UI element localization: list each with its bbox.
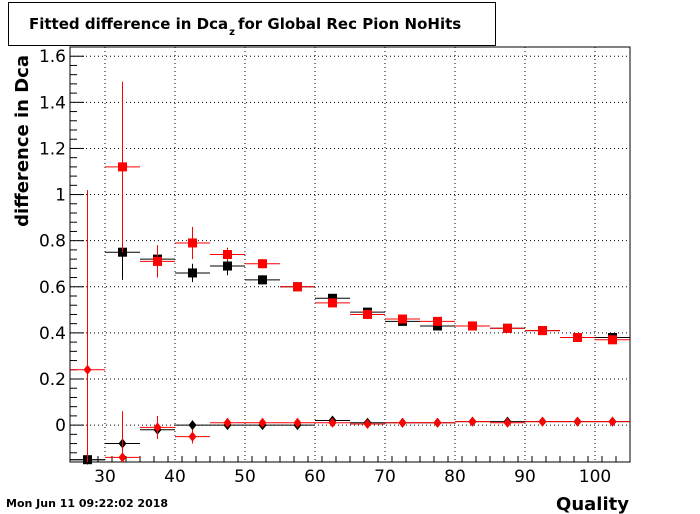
square-marker (293, 282, 302, 292)
square-marker (223, 250, 232, 259)
y-tick-label: 0.6 (39, 278, 66, 298)
diamond-marker (118, 452, 127, 463)
square-marker (363, 309, 372, 319)
square-marker (538, 326, 547, 336)
square-marker (188, 238, 197, 248)
x-tick-label: 50 (234, 467, 256, 487)
diamond-marker (573, 416, 582, 427)
square-marker (118, 162, 127, 172)
chart-title-box: Fitted difference in Dcaz for Global Rec … (8, 2, 496, 46)
square-marker (258, 259, 267, 269)
chart-title: Fitted difference in Dcaz for Global Rec … (29, 15, 462, 38)
y-tick-label: 1 (55, 186, 66, 206)
x-tick-label: 70 (374, 467, 396, 487)
diamond-marker (83, 364, 92, 375)
square-marker (188, 268, 197, 278)
x-tick-label: 80 (444, 467, 466, 487)
series-4 (70, 189, 630, 463)
y-tick-label: 1.2 (39, 139, 66, 159)
grid-layer (70, 47, 630, 462)
chart-title-subscript: z (229, 27, 235, 38)
diamond-marker (293, 417, 302, 428)
chart-title-main: Fitted difference in Dca (29, 15, 229, 33)
y-tick-label: 0 (55, 416, 66, 436)
square-marker (398, 314, 407, 324)
diamond-marker (363, 418, 372, 429)
square-marker (468, 321, 477, 331)
x-tick-label: 60 (304, 467, 326, 487)
square-marker (258, 275, 267, 285)
diamond-marker (188, 420, 197, 431)
square-marker (118, 247, 127, 257)
y-tick-label: 1.6 (39, 47, 66, 67)
x-tick-label: 40 (164, 467, 186, 487)
square-marker (223, 261, 232, 271)
x-tick-label: 90 (514, 467, 536, 487)
square-marker (153, 256, 162, 266)
diamond-marker (188, 431, 197, 442)
square-marker (328, 293, 337, 303)
y-tick-label: 0.8 (39, 232, 66, 252)
square-marker (433, 321, 442, 331)
diamond-marker (433, 417, 442, 428)
square-marker (503, 323, 512, 333)
x-tick-label: 100 (579, 467, 611, 487)
y-tick-label: 0.2 (39, 370, 66, 390)
diamond-marker (538, 416, 547, 427)
square-marker (573, 333, 582, 342)
diamond-marker (468, 416, 477, 427)
diamond-marker (328, 417, 337, 428)
diamond-marker (503, 417, 512, 428)
y-axis-label: difference in Dca (12, 55, 33, 227)
axis-layer: 30 40 50 60 70 80 90 100 0 0.2 0.4 0.6 0.8 1 1.2 1.4 1.6 (39, 46, 631, 487)
data-layer (70, 81, 630, 465)
square-marker (608, 335, 617, 345)
y-tick-label: 1.4 (39, 93, 66, 113)
series-2 (105, 81, 630, 345)
diamond-marker (223, 417, 232, 428)
x-axis-label: Quality (556, 494, 629, 514)
diamond-marker (398, 417, 407, 428)
diamond-marker (153, 422, 162, 433)
y-tick-label: 0.4 (39, 324, 66, 344)
chart-title-rest: for Global Rec Pion NoHits (237, 15, 462, 33)
diamond-marker (608, 416, 617, 427)
plot-frame (69, 46, 631, 463)
square-marker (328, 298, 337, 308)
x-tick-label: 30 (94, 467, 116, 487)
square-marker (433, 316, 442, 326)
diamond-marker (258, 417, 267, 428)
timestamp: Mon Jun 11 09:22:02 2018 (6, 497, 169, 510)
